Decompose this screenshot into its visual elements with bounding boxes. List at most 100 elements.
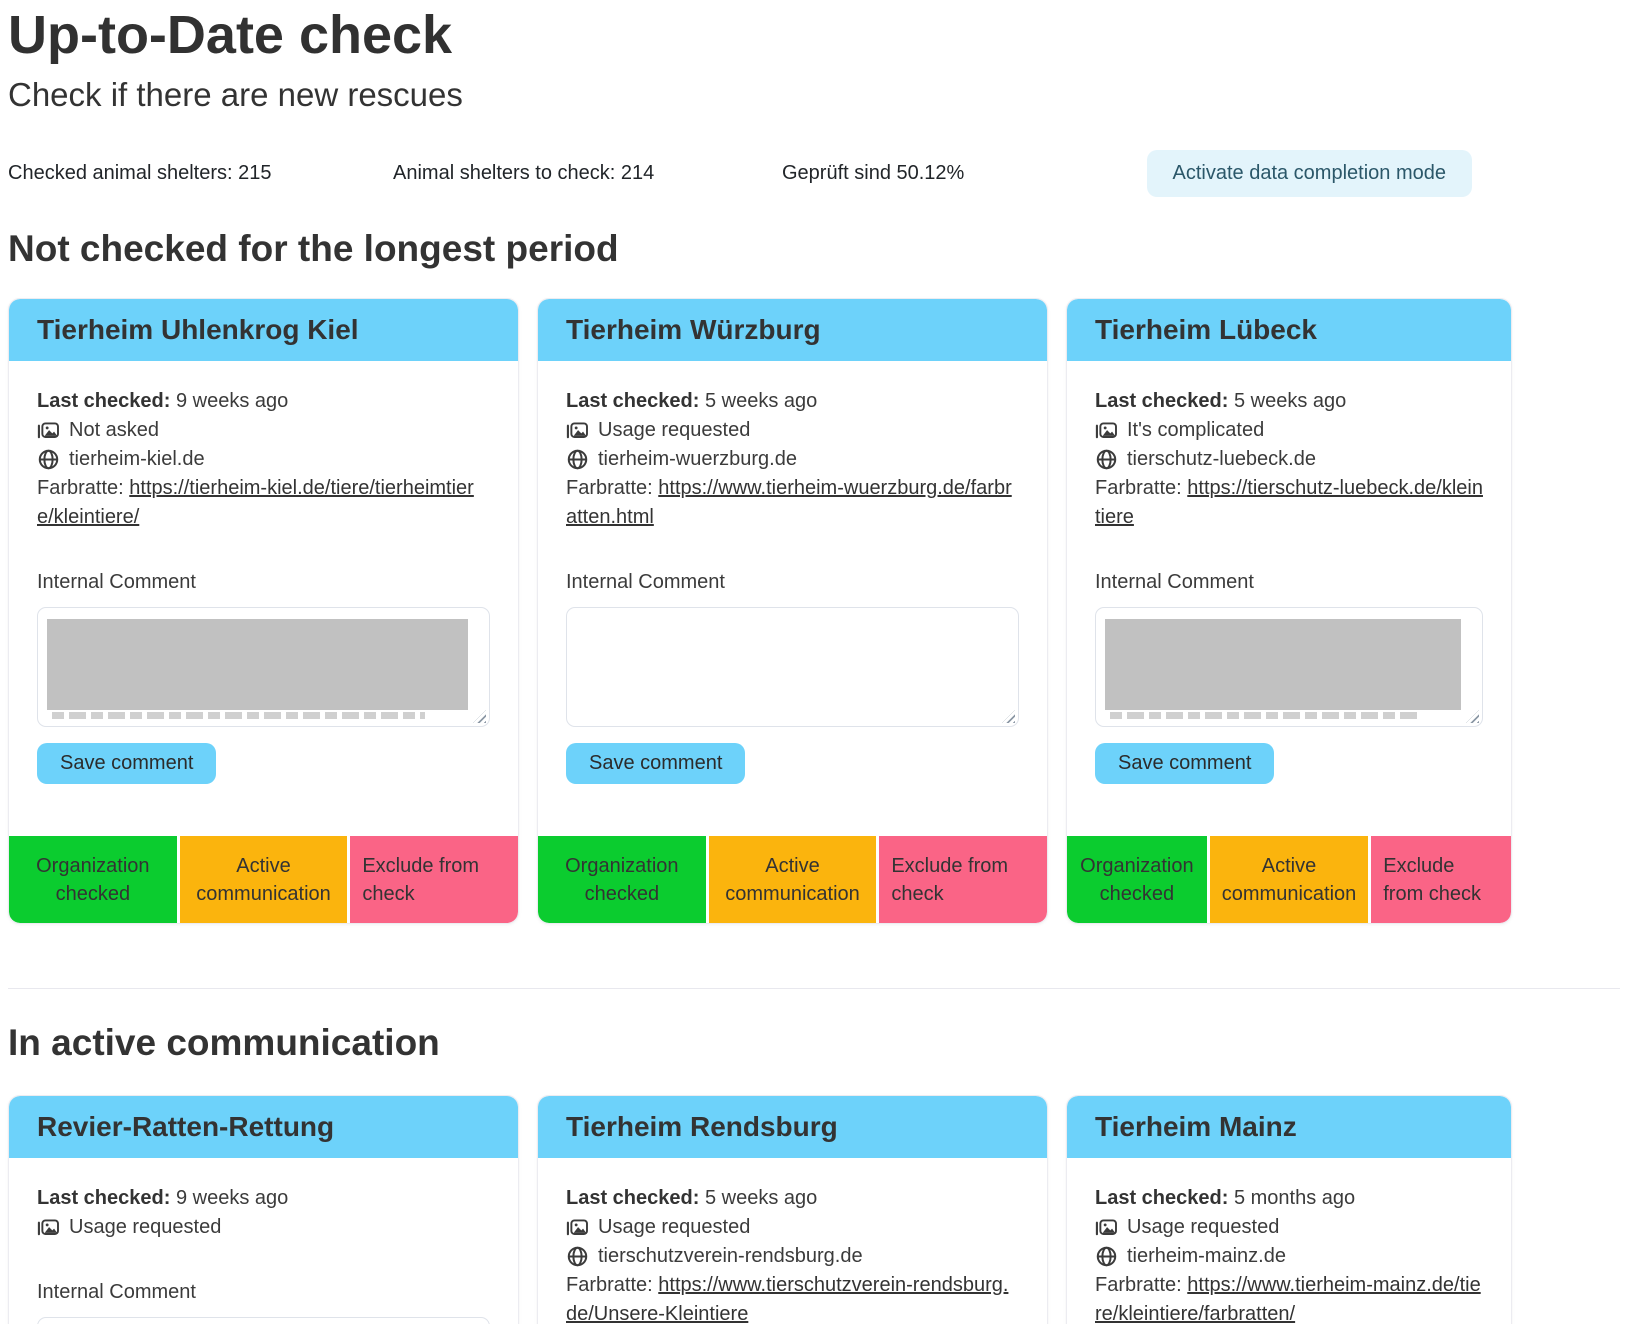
shelter-name: Tierheim Lübeck [1095,314,1318,345]
last-checked-label: Last checked: [566,390,700,412]
textarea-resize-handle[interactable] [1002,710,1015,723]
globe-icon [37,448,60,471]
textarea-resize-handle[interactable] [1466,710,1479,723]
redacted-comment-remnant [52,712,425,719]
exclude-from-check-button[interactable]: Exclude from check [1371,836,1511,923]
shelter-card: Tierheim Mainz Last checked: 5 months ag… [1066,1095,1512,1324]
exclude-from-check-button[interactable]: Exclude from check [350,836,518,923]
organization-checked-button[interactable]: Organization checked [538,836,706,923]
globe-icon [1095,448,1118,471]
stat-checked-shelters: Checked animal shelters: 215 [8,162,272,184]
last-checked-value: 9 weeks ago [175,390,289,412]
usage-status-line: Usage requested [1095,1213,1483,1242]
last-checked-line: Last checked: 5 weeks ago [566,1184,1019,1213]
internal-comment-textarea[interactable] [566,607,1019,727]
globe-icon [566,1245,589,1268]
farbratte-line: Farbratte: https://www.tierschutzverein-… [566,1271,1019,1324]
farbratte-line: Farbratte: https://www.tierheim-wuerzbur… [566,474,1019,532]
last-checked-value: 9 weeks ago [175,1187,289,1209]
farbratte-link[interactable]: https://www.tierschutzverein-rendsburg.d… [566,1274,1009,1324]
farbratte-link[interactable]: https://tierheim-kiel.de/tiere/tierheimt… [37,477,474,528]
website-line: tierschutzverein-rendsburg.de [566,1242,1019,1271]
internal-comment-textarea[interactable] [1095,607,1483,727]
usage-status-line: Usage requested [566,416,1019,445]
website-line: tierheim-wuerzburg.de [566,445,1019,474]
website-text: tierheim-kiel.de [69,448,205,470]
save-comment-button[interactable]: Save comment [566,743,746,784]
photo-usage-icon [566,1216,589,1239]
exclude-from-check-button[interactable]: Exclude from check [879,836,1047,923]
website-text: tierheim-mainz.de [1127,1245,1286,1267]
textarea-resize-handle[interactable] [473,710,486,723]
activate-data-completion-button[interactable]: Activate data completion mode [1146,150,1472,197]
usage-status-text: Usage requested [1127,1216,1280,1238]
usage-status-line: It's complicated [1095,416,1483,445]
farbratte-link[interactable]: https://www.tierheim-mainz.de/tiere/klei… [1095,1274,1481,1324]
internal-comment-textarea[interactable] [37,1317,490,1324]
shelter-name: Tierheim Mainz [1095,1111,1297,1142]
farbratte-line: Farbratte: https://tierschutz-luebeck.de… [1095,474,1483,532]
organization-checked-button[interactable]: Organization checked [9,836,177,923]
organization-checked-button[interactable]: Organization checked [1067,836,1207,923]
usage-status-line: Usage requested [37,1213,490,1242]
card-actions: Organization checked Active communicatio… [9,836,518,923]
save-comment-button[interactable]: Save comment [37,743,217,784]
stat-shelters-to-check: Animal shelters to check: 214 [393,162,655,184]
farbratte-line: Farbratte: https://tierheim-kiel.de/tier… [37,474,490,532]
shelter-card-header: Tierheim Lübeck [1067,299,1511,361]
redacted-comment-remnant [1110,712,1418,719]
shelter-name: Tierheim Würzburg [566,314,821,345]
last-checked-label: Last checked: [566,1187,700,1209]
farbratte-label: Farbratte: [1095,1274,1182,1296]
card-actions: Organization checked Active communicatio… [1067,836,1511,923]
photo-usage-icon [566,419,589,442]
shelter-card-header: Tierheim Rendsburg [538,1096,1047,1158]
section-heading-not-checked: Not checked for the longest period [8,228,619,269]
usage-status-text: It's complicated [1127,419,1265,441]
shelter-name: Revier-Ratten-Rettung [37,1111,335,1142]
last-checked-line: Last checked: 5 weeks ago [1095,387,1483,416]
farbratte-label: Farbratte: [37,477,124,499]
globe-icon [566,448,589,471]
photo-usage-icon [37,419,60,442]
save-comment-button[interactable]: Save comment [1095,743,1275,784]
shelter-card-header: Revier-Ratten-Rettung [9,1096,518,1158]
shelter-card-header: Tierheim Würzburg [538,299,1047,361]
website-line: tierheim-mainz.de [1095,1242,1483,1271]
section-heading-active-communication: In active communication [8,1022,440,1063]
redacted-comment-overlay [47,619,468,710]
page-title: Up-to-Date check [8,5,453,65]
photo-usage-icon [1095,419,1118,442]
shelter-card: Revier-Ratten-Rettung Last checked: 9 we… [8,1095,519,1324]
section-divider [8,988,1620,989]
shelter-card: Tierheim Lübeck Last checked: 5 weeks ag… [1066,298,1512,924]
active-communication-button[interactable]: Active communication [708,836,877,923]
farbratte-link[interactable]: https://www.tierheim-wuerzburg.de/farbra… [566,477,1012,528]
last-checked-line: Last checked: 9 weeks ago [37,387,490,416]
shelter-card-header: Tierheim Mainz [1067,1096,1511,1158]
usage-status-text: Not asked [69,419,160,441]
farbratte-label: Farbratte: [566,1274,653,1296]
redacted-comment-overlay [1105,619,1461,710]
stats-row: Checked animal shelters: 215 Animal shel… [8,150,1472,197]
globe-icon [1095,1245,1118,1268]
active-communication-button[interactable]: Active communication [179,836,348,923]
last-checked-label: Last checked: [37,1187,171,1209]
last-checked-line: Last checked: 5 weeks ago [566,387,1019,416]
last-checked-value: 5 weeks ago [1233,390,1347,412]
website-line: tierheim-kiel.de [37,445,490,474]
shelter-card: Tierheim Rendsburg Last checked: 5 weeks… [537,1095,1048,1324]
usage-status-line: Usage requested [566,1213,1019,1242]
cards-row-active-communication: Revier-Ratten-Rettung Last checked: 9 we… [8,1095,1628,1324]
active-communication-button[interactable]: Active communication [1209,836,1369,923]
internal-comment-label: Internal Comment [37,1281,196,1303]
internal-comment-textarea[interactable] [37,607,490,727]
farbratte-link[interactable]: https://tierschutz-luebeck.de/kleintiere [1095,477,1483,528]
website-text: tierschutzverein-rendsburg.de [598,1245,863,1267]
last-checked-value: 5 months ago [1233,1187,1356,1209]
usage-status-line: Not asked [37,416,490,445]
photo-usage-icon [37,1216,60,1239]
shelter-name: Tierheim Uhlenkrog Kiel [37,314,359,345]
internal-comment-label: Internal Comment [37,571,196,593]
